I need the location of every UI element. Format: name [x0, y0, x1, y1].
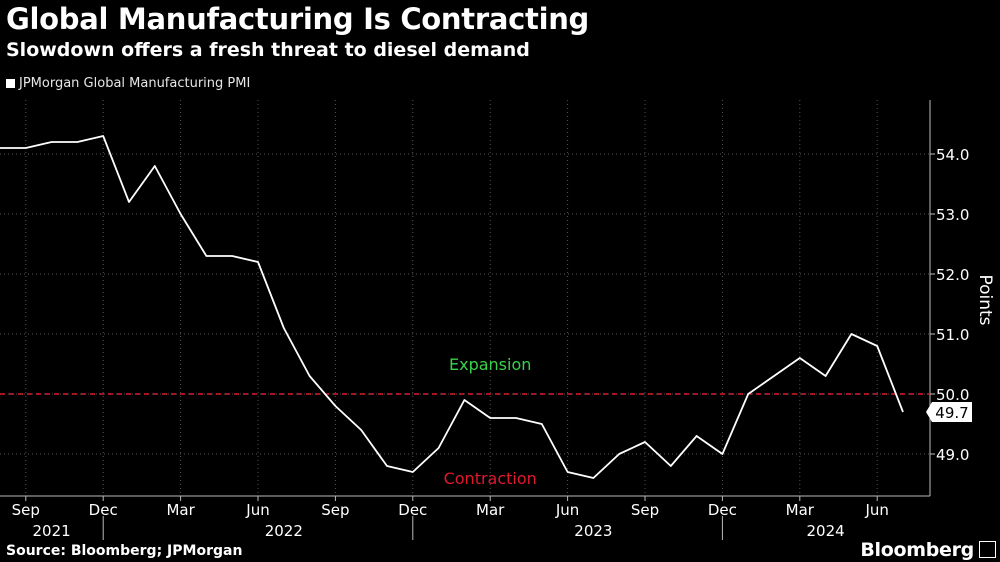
brand-logo: Bloomberg [860, 539, 974, 561]
x-tick-label: Jun [555, 501, 579, 519]
x-tick-label: Mar [786, 501, 815, 519]
y-tick-label: 52.0 [936, 266, 969, 284]
contraction-label: Contraction [444, 469, 537, 488]
chart-title: Global Manufacturing Is Contracting [6, 2, 590, 36]
brand-mark-icon [979, 541, 996, 558]
year-label: 2023 [574, 522, 612, 540]
y-tick-label: 51.0 [936, 326, 969, 344]
expansion-label: Expansion [449, 355, 531, 374]
legend-label: JPMorgan Global Manufacturing PMI [19, 76, 251, 91]
x-tick-label: Dec [708, 501, 737, 519]
x-tick-label: Dec [89, 501, 118, 519]
source-note: Source: Bloomberg; JPMorgan [6, 543, 243, 559]
y-tick-label: 49.0 [936, 446, 969, 464]
legend: JPMorgan Global Manufacturing PMI [6, 76, 250, 91]
x-tick-label: Sep [631, 501, 659, 519]
y-tick-label: 53.0 [936, 206, 969, 224]
legend-swatch [6, 79, 15, 88]
y-axis-title: Points [975, 274, 995, 325]
x-tick-label: Mar [476, 501, 505, 519]
x-tick-label: Sep [12, 501, 40, 519]
x-tick-label: Jun [864, 501, 888, 519]
x-tick-label: Sep [321, 501, 349, 519]
year-label: 2022 [265, 522, 303, 540]
year-label: 2021 [33, 522, 71, 540]
x-tick-label: Jun [245, 501, 269, 519]
x-tick-label: Dec [398, 501, 427, 519]
chart-subtitle: Slowdown offers a fresh threat to diesel… [6, 39, 530, 61]
last-value-box [926, 402, 972, 422]
x-tick-label: Mar [166, 501, 195, 519]
year-label: 2024 [807, 522, 845, 540]
y-tick-label: 50.0 [936, 386, 969, 404]
pmi-series-line [0, 135, 904, 479]
last-value-label: 49.7 [935, 404, 968, 422]
y-tick-label: 54.0 [936, 146, 969, 164]
